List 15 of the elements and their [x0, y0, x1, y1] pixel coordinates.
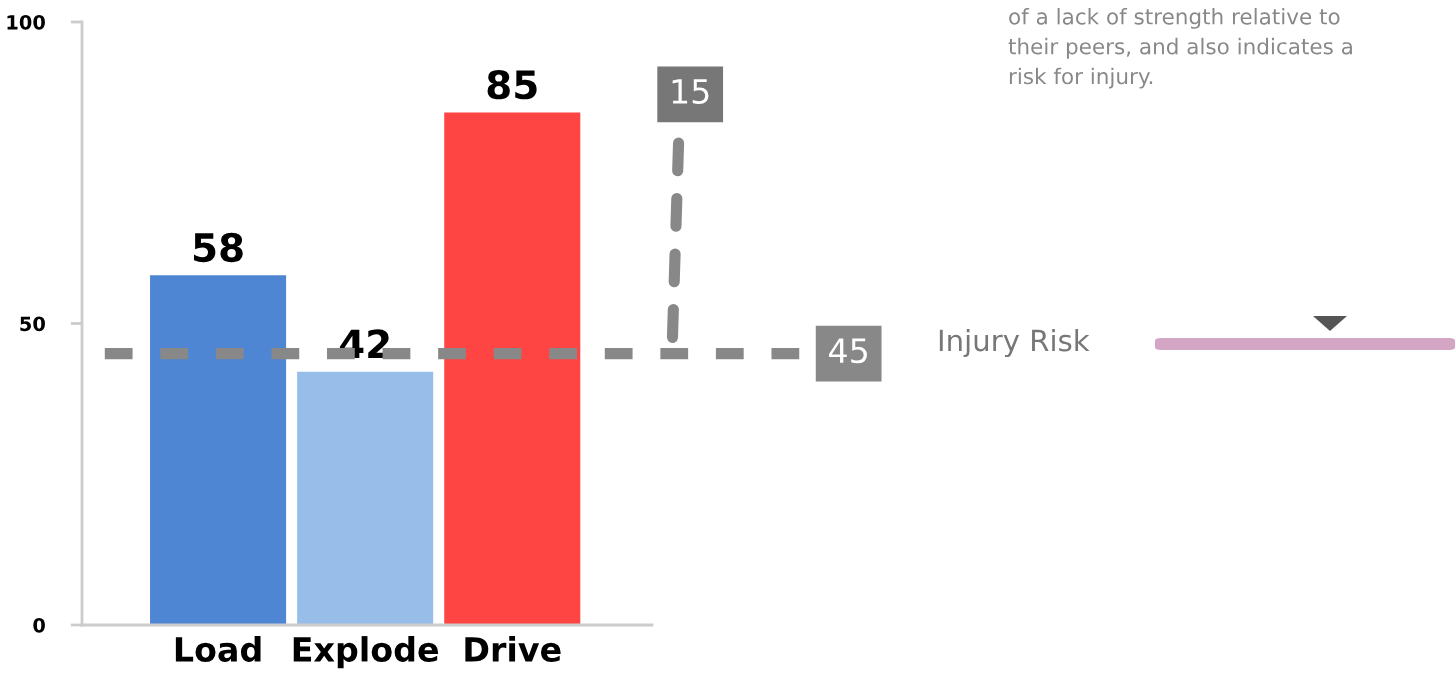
bar: [297, 371, 434, 625]
bar: [444, 112, 581, 625]
x-tick-label: Explode: [293, 636, 439, 669]
y-tick-label: 0: [33, 617, 45, 633]
data-label: 85: [487, 69, 537, 100]
text: of a lack of strength relative to their peers, and also indicates a risk for injury.: [1008, 8, 1352, 89]
ref-line-label: 45: [829, 338, 867, 364]
y-tick-label: 50: [20, 316, 45, 332]
text: 15: [672, 79, 709, 105]
y-tick-label: 100: [7, 14, 45, 30]
x-tick-label: Drive: [465, 636, 561, 662]
x-tick-label: Load: [175, 636, 261, 662]
data-label: 58: [194, 232, 243, 263]
text: Injury Risk: [939, 328, 1090, 358]
bar: [150, 275, 287, 625]
